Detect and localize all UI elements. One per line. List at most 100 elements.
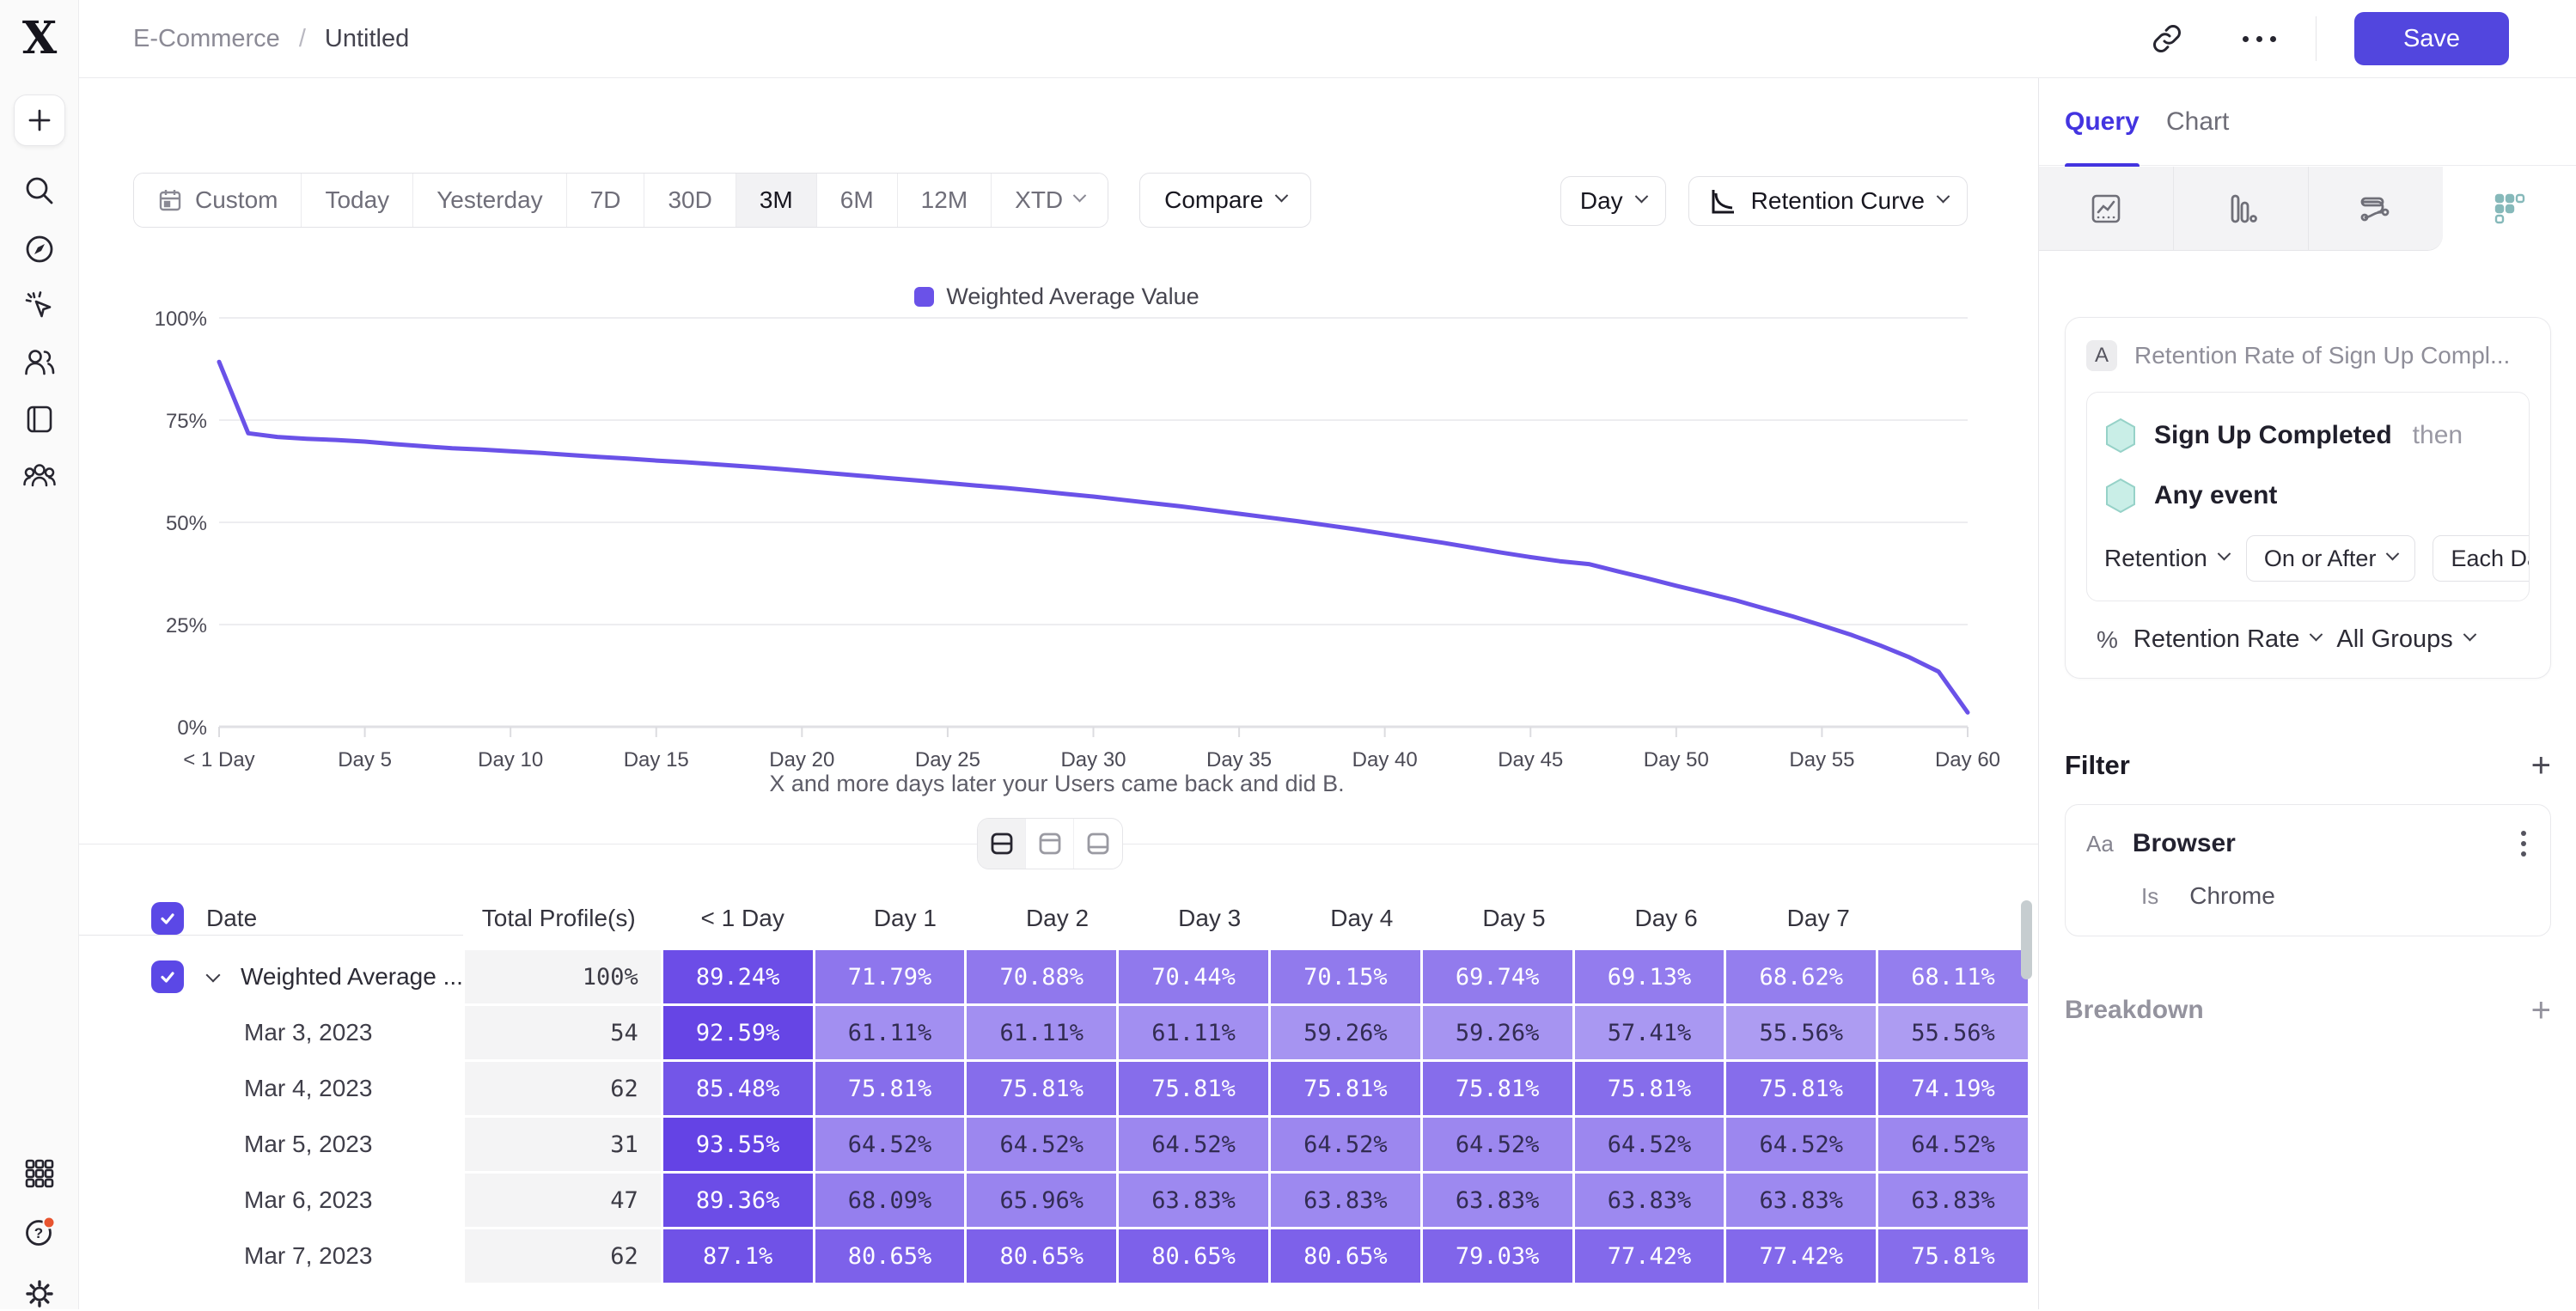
retention-cell[interactable]: 63.83%	[1878, 1174, 2028, 1227]
view-table-only-button[interactable]	[1074, 819, 1122, 869]
event-b-row[interactable]: Any event	[2104, 470, 2529, 521]
filter-property-label[interactable]: Browser	[2132, 829, 2236, 857]
retention-cell[interactable]: 55.56%	[1878, 1006, 2028, 1059]
retention-cell[interactable]: 71.79%	[815, 950, 965, 1003]
cohorts-icon[interactable]	[22, 459, 57, 493]
date-range-xtd[interactable]: XTD	[992, 174, 1108, 227]
tab-flows[interactable]	[2309, 167, 2443, 251]
retention-cell[interactable]: 59.26%	[1422, 1006, 1572, 1059]
date-range-6m[interactable]: 6M	[816, 174, 898, 227]
retention-cell[interactable]: 64.52%	[1574, 1118, 1724, 1171]
date-range-today[interactable]: Today	[302, 174, 414, 227]
retention-cell[interactable]: 93.55%	[662, 1118, 813, 1171]
step-title[interactable]: Retention Rate of Sign Up Compl...	[2134, 342, 2511, 369]
table-row[interactable]: Mar 3, 2023 54 92.59% 61.11% 61.11% 61.11% 59.…	[79, 1006, 2028, 1059]
retention-cell[interactable]: 70.88%	[967, 950, 1117, 1003]
retention-cell[interactable]: 57.41%	[1574, 1006, 1724, 1059]
breadcrumb-project[interactable]: E-Commerce	[133, 24, 280, 52]
table-row[interactable]: Weighted Average ... 100% 89.24% 71.79% 70.8…	[79, 950, 2028, 1003]
more-options-button[interactable]	[2243, 35, 2276, 42]
help-icon[interactable]: ?	[22, 1215, 57, 1249]
retention-curve-line[interactable]	[217, 359, 1970, 715]
retention-cell[interactable]: 75.81%	[1422, 1062, 1572, 1115]
table-row[interactable]: Mar 4, 2023 62 85.48% 75.81% 75.81% 75.81% 75.…	[79, 1062, 2028, 1115]
mixpanel-logo[interactable]: X	[21, 12, 58, 64]
view-chart-only-button[interactable]	[1026, 819, 1074, 869]
tab-chart[interactable]: Chart	[2166, 107, 2230, 136]
retention-cell[interactable]: 75.81%	[815, 1062, 965, 1115]
date-range-12m[interactable]: 12M	[897, 174, 992, 227]
tab-query[interactable]: Query	[2065, 78, 2140, 168]
retention-cell[interactable]: 75.81%	[1878, 1229, 2028, 1283]
tab-insights[interactable]	[2039, 167, 2174, 251]
table-row[interactable]: Mar 6, 2023 47 89.36% 68.09% 65.96% 63.83% 63.…	[79, 1174, 2028, 1227]
retention-cell[interactable]: 75.81%	[1270, 1062, 1420, 1115]
retention-cell[interactable]: 64.52%	[967, 1118, 1117, 1171]
date-range-custom[interactable]: Custom	[134, 174, 302, 227]
retention-cell[interactable]: 68.62%	[1726, 950, 1877, 1003]
chart-legend[interactable]: Weighted Average Value	[112, 284, 2002, 310]
row-checkbox[interactable]	[151, 960, 184, 993]
column-header-total-profiles[interactable]: Total Profile(s)	[481, 905, 636, 931]
retention-cell[interactable]: 59.26%	[1270, 1006, 1420, 1059]
retention-cell[interactable]: 68.09%	[815, 1174, 965, 1227]
retention-cell[interactable]: 87.1%	[662, 1229, 813, 1283]
date-range-yesterday[interactable]: Yesterday	[413, 174, 567, 227]
boards-icon[interactable]	[22, 402, 57, 436]
column-header-date[interactable]: Date	[206, 905, 258, 931]
save-button[interactable]: Save	[2354, 12, 2509, 65]
search-icon[interactable]	[22, 174, 57, 208]
retention-cell[interactable]: 65.96%	[967, 1174, 1117, 1227]
retention-line-chart[interactable]: 100% 75% 50% 25% 0% < 1 Day Day 5 Day 10 Day 15 D…	[112, 305, 2002, 773]
apps-grid-icon[interactable]	[22, 1156, 57, 1191]
tab-retention[interactable]	[2443, 167, 2576, 251]
retention-cell[interactable]: 80.65%	[967, 1229, 1117, 1283]
filter-card[interactable]: Aa Browser Is Chrome	[2065, 804, 2551, 936]
retention-cell[interactable]: 61.11%	[1119, 1006, 1268, 1059]
retention-cell[interactable]: 77.42%	[1574, 1229, 1724, 1283]
retention-cell[interactable]: 64.52%	[1878, 1118, 2028, 1171]
retention-cell[interactable]: 80.65%	[1270, 1229, 1420, 1283]
retention-cell[interactable]: 69.13%	[1574, 950, 1724, 1003]
retention-cell[interactable]: 64.52%	[1270, 1118, 1420, 1171]
retention-cell[interactable]: 69.74%	[1422, 950, 1572, 1003]
column-header[interactable]: Day 1	[873, 905, 937, 931]
retention-cell[interactable]: 92.59%	[662, 1006, 813, 1059]
click-pointer-icon[interactable]	[22, 289, 57, 323]
tab-funnels[interactable]	[2174, 167, 2309, 251]
retention-cell[interactable]: 79.03%	[1422, 1229, 1572, 1283]
column-header[interactable]: < 1 Day	[700, 905, 784, 931]
retention-cell[interactable]: 64.52%	[815, 1118, 965, 1171]
retention-cell[interactable]: 64.52%	[1119, 1118, 1268, 1171]
criteria-select[interactable]: On or After	[2245, 535, 2416, 582]
retention-cell[interactable]: 75.81%	[1726, 1062, 1877, 1115]
date-range-3m[interactable]: 3M	[736, 174, 817, 227]
filter-operator[interactable]: Is	[2141, 882, 2159, 909]
retention-cell[interactable]: 63.83%	[1574, 1174, 1724, 1227]
table-row[interactable]: Mar 5, 2023 31 93.55% 64.52% 64.52% 64.52% 64.…	[79, 1118, 2028, 1171]
retention-cell[interactable]: 63.83%	[1726, 1174, 1877, 1227]
table-row[interactable]: Mar 7, 2023 62 87.1% 80.65% 80.65% 80.65% 80.6…	[79, 1229, 2028, 1283]
retention-type-select[interactable]: Retention	[2104, 545, 2231, 572]
bucket-select[interactable]: Each Day	[2433, 535, 2529, 582]
retention-cell[interactable]: 61.11%	[967, 1006, 1117, 1059]
retention-cell[interactable]: 77.42%	[1726, 1229, 1877, 1283]
compare-button[interactable]: Compare	[1139, 173, 1312, 228]
column-header[interactable]: Day 5	[1482, 905, 1546, 931]
groups-select[interactable]: All Groups	[2336, 625, 2477, 654]
retention-cell[interactable]: 75.81%	[967, 1062, 1117, 1115]
retention-cell[interactable]: 75.81%	[1119, 1062, 1268, 1115]
retention-cell[interactable]: 63.83%	[1422, 1174, 1572, 1227]
column-header[interactable]: Day 7	[1786, 905, 1850, 931]
retention-cell[interactable]: 80.65%	[1119, 1229, 1268, 1283]
filter-kebab-menu[interactable]	[2518, 827, 2530, 860]
column-header[interactable]: Day 6	[1634, 905, 1698, 931]
select-all-checkbox[interactable]	[151, 902, 184, 935]
create-new-button[interactable]	[14, 95, 65, 146]
retention-cell[interactable]: 80.65%	[815, 1229, 965, 1283]
expand-chevron-icon[interactable]	[205, 967, 221, 983]
granularity-select[interactable]: Day	[1560, 176, 1666, 226]
retention-cell[interactable]: 64.52%	[1422, 1118, 1572, 1171]
retention-cell[interactable]: 61.11%	[815, 1006, 965, 1059]
table-scrollbar-thumb[interactable]	[2021, 900, 2032, 979]
